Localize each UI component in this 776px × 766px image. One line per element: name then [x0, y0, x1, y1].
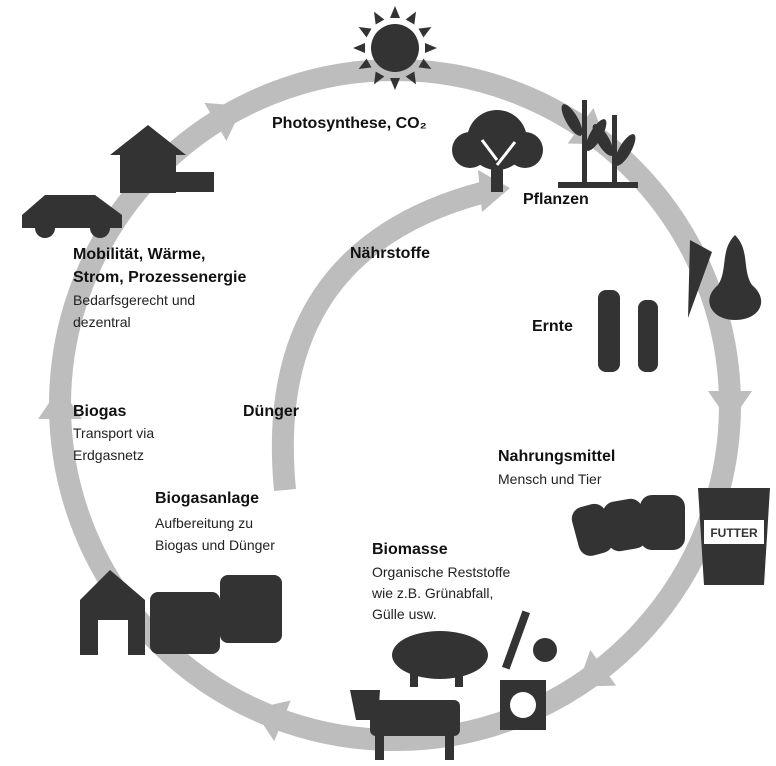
bread-icon — [569, 495, 685, 559]
sun-ray — [390, 78, 400, 90]
node-text: dezentral — [73, 314, 131, 330]
node-text: Bedarfsgerecht und — [73, 292, 195, 308]
carrot-pear-icon — [688, 235, 761, 320]
bag-icon: FUTTER — [698, 488, 770, 585]
arrowhead — [708, 391, 752, 423]
inner-label: Nährstoffe — [350, 245, 430, 262]
sun-ray — [406, 9, 421, 24]
sun-ray — [353, 43, 365, 53]
node-title: Photosynthese, CO₂ — [272, 115, 427, 132]
node-text: Gülle usw. — [372, 606, 437, 622]
node-text: Aufbereitung zu — [155, 515, 253, 531]
node-text: wie z.B. Grünabfall, — [371, 585, 493, 601]
car-icon — [22, 195, 122, 238]
node-text: Erdgasnetz — [73, 447, 144, 463]
tree-icon — [452, 110, 543, 192]
diagram: FUTTER Photosynthese, — [0, 0, 776, 766]
wheat-icon — [598, 290, 658, 372]
node-title: Nahrungsmittel — [498, 448, 615, 465]
node-title: Biomasse — [372, 541, 448, 558]
sun-ray — [356, 23, 371, 38]
node-text: Biogas und Dünger — [155, 537, 275, 553]
sun-ray — [390, 6, 400, 18]
node-title: Mobilität, Wärme, — [73, 246, 205, 263]
node-title: Pflanzen — [523, 191, 589, 208]
biogas-plant-icon — [80, 570, 282, 655]
sun-ray — [418, 23, 433, 38]
inner-cycle — [283, 192, 485, 490]
node-title: Ernte — [532, 318, 573, 335]
node-text: Mensch und Tier — [498, 471, 602, 487]
bag-label: FUTTER — [710, 526, 758, 540]
sun-ray — [425, 43, 437, 53]
node-title: Biogas — [73, 403, 126, 420]
node-title: Strom, Prozessenergie — [73, 269, 247, 286]
node-text: Organische Reststoffe — [372, 564, 510, 580]
inner-label: Dünger — [243, 403, 299, 420]
sun-ray — [370, 9, 385, 24]
pig-icon — [392, 631, 488, 687]
node-title: Biogasanlage — [155, 490, 259, 507]
node-text: Transport via — [73, 425, 154, 441]
